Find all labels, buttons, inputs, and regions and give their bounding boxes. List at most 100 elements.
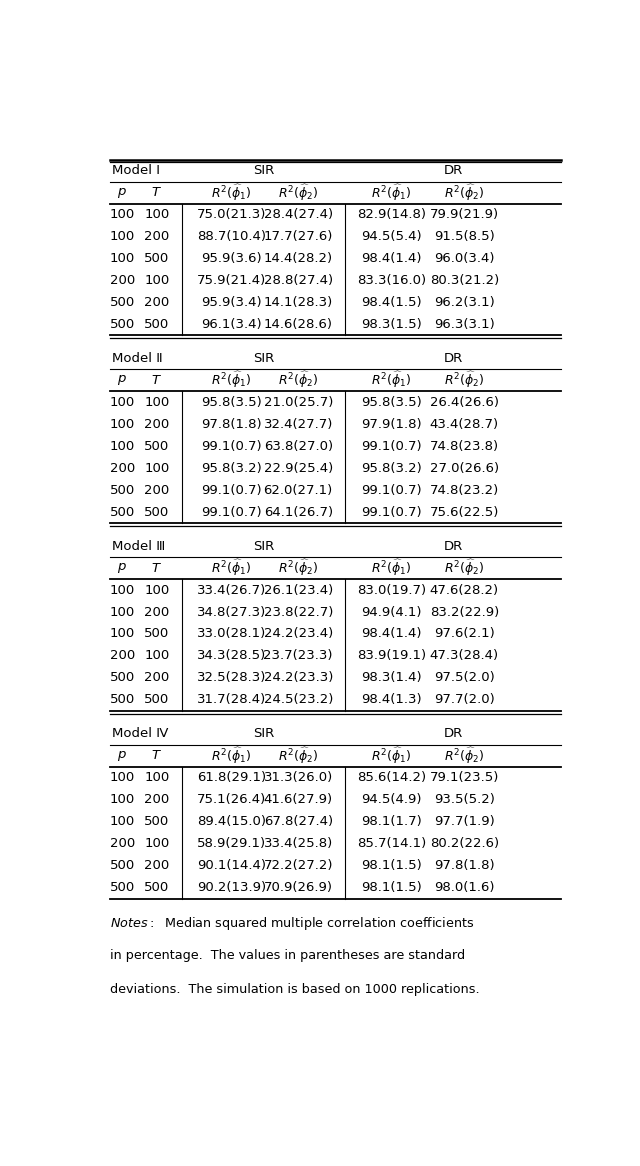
Text: 83.2(22.9): 83.2(22.9) [430,605,499,618]
Text: $p$: $p$ [117,561,127,575]
Text: 98.4(1.4): 98.4(1.4) [361,627,422,640]
Text: 14.1(28.3): 14.1(28.3) [264,296,333,309]
Text: 23.8(22.7): 23.8(22.7) [264,605,333,618]
Text: $p$: $p$ [117,749,127,763]
Text: $p$: $p$ [117,185,127,199]
Text: 100: 100 [109,605,135,618]
Text: 28.4(27.4): 28.4(27.4) [264,208,333,222]
Text: $R^2(\widehat{\phi}_1)$: $R^2(\widehat{\phi}_1)$ [211,183,252,203]
Text: 96.2(3.1): 96.2(3.1) [434,296,495,309]
Text: 90.1(14.4): 90.1(14.4) [196,859,266,872]
Text: 97.5(2.0): 97.5(2.0) [434,672,495,684]
Text: SIR: SIR [253,164,274,177]
Text: 100: 100 [144,462,170,475]
Text: 83.3(16.0): 83.3(16.0) [357,274,426,287]
Text: $R^2(\widehat{\phi}_2)$: $R^2(\widehat{\phi}_2)$ [444,371,484,391]
Text: 31.7(28.4): 31.7(28.4) [196,694,266,707]
Text: 100: 100 [109,230,135,243]
Text: DR: DR [444,164,463,177]
Text: 200: 200 [109,649,135,662]
Text: 500: 500 [144,694,170,707]
Text: DR: DR [444,540,463,553]
Text: 97.9(1.8): 97.9(1.8) [361,417,422,430]
Text: 17.7(27.6): 17.7(27.6) [264,230,333,243]
Text: 100: 100 [109,440,135,452]
Text: 80.2(22.6): 80.2(22.6) [430,837,499,850]
Text: 41.6(27.9): 41.6(27.9) [264,793,333,806]
Text: 47.6(28.2): 47.6(28.2) [430,583,499,597]
Text: 83.0(19.7): 83.0(19.7) [357,583,426,597]
Text: 22.9(25.4): 22.9(25.4) [264,462,333,475]
Text: 200: 200 [144,793,170,806]
Text: $R^2(\widehat{\phi}_1)$: $R^2(\widehat{\phi}_1)$ [371,559,412,578]
Text: 24.5(23.2): 24.5(23.2) [264,694,333,707]
Text: 89.4(15.0): 89.4(15.0) [196,815,266,828]
Text: 31.3(26.0): 31.3(26.0) [264,771,333,785]
Text: 63.8(27.0): 63.8(27.0) [264,440,333,452]
Text: 200: 200 [109,462,135,475]
Text: 83.9(19.1): 83.9(19.1) [357,649,426,662]
Text: 75.1(26.4): 75.1(26.4) [196,793,266,806]
Text: 58.9(29.1): 58.9(29.1) [196,837,266,850]
Text: 200: 200 [144,484,170,497]
Text: 79.1(23.5): 79.1(23.5) [429,771,499,785]
Text: 500: 500 [109,881,135,894]
Text: 100: 100 [109,815,135,828]
Text: 85.7(14.1): 85.7(14.1) [357,837,426,850]
Text: $T$: $T$ [152,187,163,199]
Text: 93.5(5.2): 93.5(5.2) [434,793,495,806]
Text: Model Ⅱ: Model Ⅱ [112,352,163,365]
Text: 91.5(8.5): 91.5(8.5) [434,230,495,243]
Text: 27.0(26.6): 27.0(26.6) [430,462,499,475]
Text: 100: 100 [144,274,170,287]
Text: 99.1(0.7): 99.1(0.7) [361,506,422,519]
Text: 100: 100 [109,771,135,785]
Text: $p$: $p$ [117,373,127,387]
Text: 97.8(1.8): 97.8(1.8) [201,417,262,430]
Text: 32.4(27.7): 32.4(27.7) [264,417,333,430]
Text: SIR: SIR [253,352,274,365]
Text: $R^2(\widehat{\phi}_1)$: $R^2(\widehat{\phi}_1)$ [211,559,252,578]
Text: 94.5(5.4): 94.5(5.4) [361,230,422,243]
Text: 96.1(3.4): 96.1(3.4) [201,318,262,331]
Text: 98.4(1.5): 98.4(1.5) [361,296,422,309]
Text: 94.9(4.1): 94.9(4.1) [361,605,422,618]
Text: 200: 200 [144,605,170,618]
Text: 100: 100 [144,771,170,785]
Text: 98.3(1.5): 98.3(1.5) [361,318,422,331]
Text: $R^2(\widehat{\phi}_1)$: $R^2(\widehat{\phi}_1)$ [371,183,412,203]
Text: 200: 200 [144,417,170,430]
Text: 88.7(10.4): 88.7(10.4) [196,230,266,243]
Text: $R^2(\widehat{\phi}_2)$: $R^2(\widehat{\phi}_2)$ [278,559,319,578]
Text: 34.3(28.5): 34.3(28.5) [196,649,266,662]
Text: 500: 500 [144,506,170,519]
Text: 34.8(27.3): 34.8(27.3) [196,605,266,618]
Text: 200: 200 [144,296,170,309]
Text: 98.1(1.5): 98.1(1.5) [361,881,422,894]
Text: 26.4(26.6): 26.4(26.6) [430,395,499,409]
Text: 47.3(28.4): 47.3(28.4) [430,649,499,662]
Text: 70.9(26.9): 70.9(26.9) [264,881,333,894]
Text: $R^2(\widehat{\phi}_2)$: $R^2(\widehat{\phi}_2)$ [278,371,319,391]
Text: 500: 500 [144,440,170,452]
Text: 99.1(0.7): 99.1(0.7) [361,484,422,497]
Text: 100: 100 [109,395,135,409]
Text: 67.8(27.4): 67.8(27.4) [264,815,333,828]
Text: 500: 500 [109,672,135,684]
Text: 100: 100 [109,627,135,640]
Text: $R^2(\widehat{\phi}_1)$: $R^2(\widehat{\phi}_1)$ [371,371,412,391]
Text: 99.1(0.7): 99.1(0.7) [361,440,422,452]
Text: 200: 200 [109,837,135,850]
Text: 98.3(1.4): 98.3(1.4) [361,672,422,684]
Text: 500: 500 [109,859,135,872]
Text: SIR: SIR [253,540,274,553]
Text: 99.1(0.7): 99.1(0.7) [201,440,262,452]
Text: 24.2(23.3): 24.2(23.3) [264,672,333,684]
Text: 100: 100 [144,395,170,409]
Text: 100: 100 [109,208,135,222]
Text: $\mathit{Notes:}$  Median squared multiple correlation coefficients: $\mathit{Notes:}$ Median squared multipl… [110,915,474,932]
Text: 95.8(3.5): 95.8(3.5) [201,395,262,409]
Text: 100: 100 [109,417,135,430]
Text: 94.5(4.9): 94.5(4.9) [361,793,422,806]
Text: 14.4(28.2): 14.4(28.2) [264,252,333,265]
